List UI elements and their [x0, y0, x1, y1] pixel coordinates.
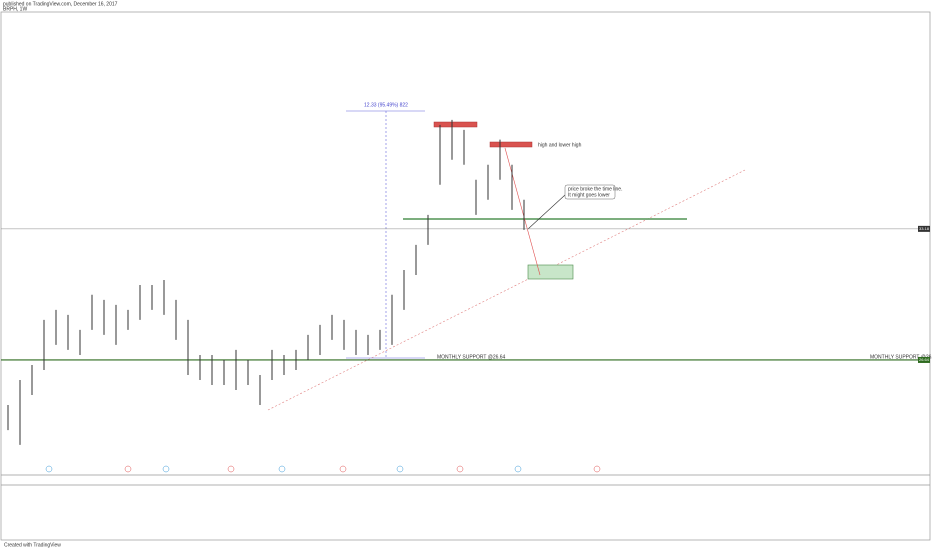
- event-markers: [45, 465, 601, 473]
- resistance-box: [489, 141, 533, 148]
- annotation: high and lower high: [538, 142, 582, 148]
- frame: [0, 11, 931, 541]
- annotation: price broke the time line.: [568, 186, 622, 192]
- price-tag: [918, 225, 930, 232]
- callout-line: [527, 194, 566, 230]
- price-label: 26.64: [919, 357, 930, 362]
- annotation: It might goes lower: [568, 192, 610, 198]
- price-label: 33.18: [919, 226, 930, 231]
- support-label: MONTHLY SUPPORT @26.64: [437, 354, 506, 360]
- header: published on TradingView.com, December 1…: [3, 1, 118, 7]
- callout-box: [564, 184, 616, 200]
- measure-label: 12.33 (95.49%) 822: [364, 102, 408, 108]
- support-label: MONTHLY SUPPORT @26.64: [870, 354, 932, 360]
- symbol: BRPH, 1W: [3, 6, 27, 12]
- resistance-box: [433, 121, 478, 128]
- price-tag: [918, 356, 930, 363]
- trend-line: [267, 169, 746, 411]
- projection-arrow: [504, 147, 541, 276]
- target-box: [527, 264, 574, 280]
- footer: Created with TradingView: [4, 542, 61, 548]
